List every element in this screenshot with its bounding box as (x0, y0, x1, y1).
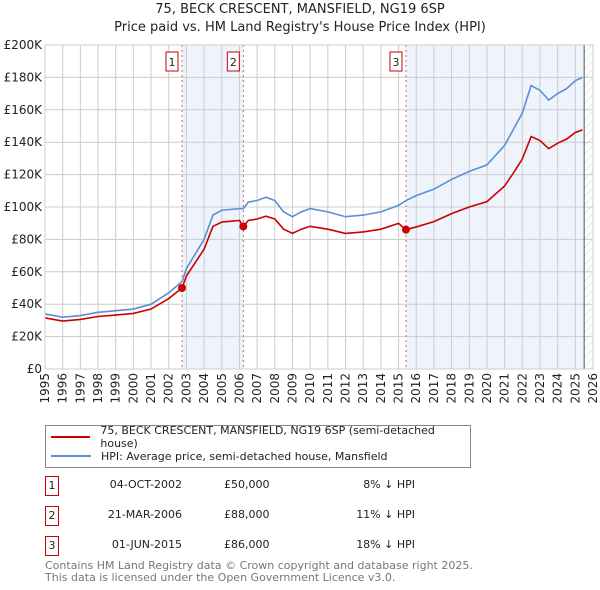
x-tick-label: 2019 (462, 373, 476, 404)
sale-label: 1 (169, 56, 176, 69)
sale-price: £88,000 (224, 508, 270, 521)
legend: 75, BECK CRESCENT, MANSFIELD, NG19 6SP (… (45, 424, 471, 468)
price-chart: 1995 1996 1997 1998 1999 2000 2001 2002 2003 2004… (4, 38, 600, 404)
sale-date: 01-JUN-2015 (111, 538, 182, 551)
sale-price: £50,000 (224, 478, 270, 491)
legend-item-hpi: HPI: Average price, semi-detached house,… (46, 447, 388, 465)
sale-date: 21-MAR-2006 (107, 508, 182, 521)
price-paid-line (44, 129, 583, 322)
sale-label: 3 (392, 56, 399, 69)
sale-row: 3 01-JUN-2015 £86,000 18% ↓ HPI (45, 536, 465, 556)
x-tick-label: 2005 (215, 373, 229, 404)
x-tick-label: 1999 (109, 373, 123, 404)
x-tick-label: 2010 (303, 373, 317, 404)
sale-label-box (226, 51, 240, 72)
x-tick-label: 2000 (126, 373, 140, 404)
y-tick-label: £160K (4, 103, 44, 117)
legend-item-property: 75, BECK CRESCENT, MANSFIELD, NG19 6SP (… (46, 424, 470, 450)
x-tick-label: 2006 (232, 373, 246, 404)
x-tick-label: 2020 (480, 373, 494, 404)
x-tick-label: 1995 (38, 373, 52, 404)
y-tick-label: £20K (11, 330, 43, 344)
x-tick-label: 2025 (568, 373, 582, 404)
sale-label-box (165, 51, 179, 72)
y-tick-label: £100K (4, 200, 44, 214)
x-tick-label: 2022 (515, 373, 529, 404)
x-tick-label: 2014 (374, 373, 388, 404)
plot-frame (44, 44, 594, 370)
x-tick-label: 2016 (409, 373, 423, 404)
x-tick-label: 1996 (56, 373, 70, 404)
x-tick-label: 2015 (392, 373, 406, 404)
x-tick-label: 2023 (533, 373, 547, 404)
sale-marker-box: 3 (45, 536, 59, 556)
sale-marker-box: 1 (45, 476, 59, 496)
x-tick-label: 2013 (356, 373, 370, 404)
x-tick-label: 1997 (73, 373, 87, 404)
chart-title: 75, BECK CRESCENT, MANSFIELD, NG19 6SP (155, 2, 445, 17)
chart-subtitle: Price paid vs. HM Land Registry's House … (114, 20, 486, 35)
sale-price: £86,000 (224, 538, 270, 551)
sale-label-box (389, 51, 403, 72)
sale-row: 2 21-MAR-2006 £88,000 11% ↓ HPI (45, 506, 465, 526)
x-tick-label: 2018 (445, 373, 459, 404)
legend-swatch-blue (51, 455, 91, 457)
y-tick-label: £40K (11, 297, 43, 311)
hpi-line (44, 76, 583, 318)
y-tick-label: £60K (11, 265, 43, 279)
x-tick-label: 2011 (321, 373, 335, 404)
y-tick-label: £200K (4, 38, 44, 52)
x-tick-label: 2007 (250, 373, 264, 404)
x-tick-label: 2003 (179, 373, 193, 404)
y-tick-label: £180K (4, 70, 44, 84)
sale-hpi-diff: 11% ↓ HPI (356, 508, 415, 521)
sale-label: 2 (230, 56, 237, 69)
x-tick-label: 2008 (268, 373, 282, 404)
x-tick-label: 2001 (144, 373, 158, 404)
footer-copyright: Contains HM Land Registry data © Crown c… (45, 559, 473, 572)
legend-label: 75, BECK CRESCENT, MANSFIELD, NG19 6SP (… (100, 424, 435, 450)
x-tick-label: 1998 (91, 373, 105, 404)
sale-point (239, 222, 248, 231)
x-tick-label: 2024 (551, 373, 565, 404)
y-tick-label: £120K (4, 168, 44, 182)
x-tick-label: 2017 (427, 373, 441, 404)
footer: Contains HM Land Registry data © Crown c… (45, 560, 473, 584)
x-tick-label: 2026 (586, 373, 600, 404)
legend-swatch-red (51, 436, 91, 438)
sale-point (178, 284, 186, 292)
y-tick-label: £80K (11, 232, 43, 246)
sale-date: 04-OCT-2002 (109, 478, 182, 491)
x-tick-label: 2021 (498, 373, 512, 404)
sale-hpi-diff: 18% ↓ HPI (356, 538, 415, 551)
sale-row: 1 04-OCT-2002 £50,000 8% ↓ HPI (45, 476, 465, 496)
sale-point (401, 225, 410, 234)
x-tick-label: 2004 (197, 373, 211, 404)
x-tick-label: 2002 (162, 373, 176, 404)
y-tick-label: £0 (27, 362, 42, 376)
legend-label: HPI: Average price, semi-detached house,… (101, 449, 388, 463)
sale-marker-box: 2 (45, 506, 59, 526)
x-tick-label: 2009 (285, 373, 299, 404)
sale-hpi-diff: 8% ↓ HPI (363, 478, 415, 491)
footer-licence: This data is licensed under the Open Gov… (45, 571, 396, 584)
x-tick-label: 2012 (339, 373, 353, 404)
y-tick-label: £140K (4, 135, 44, 149)
